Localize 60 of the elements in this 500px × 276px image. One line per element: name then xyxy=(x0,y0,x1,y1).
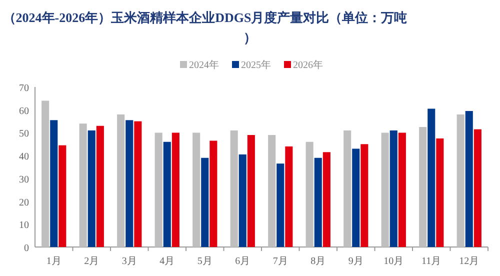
bar xyxy=(163,142,171,247)
bar xyxy=(390,130,398,247)
bar xyxy=(134,121,142,247)
bar xyxy=(314,158,322,247)
y-tick-label: 0 xyxy=(24,243,29,254)
y-tick-label: 70 xyxy=(19,83,29,94)
bar xyxy=(79,124,87,247)
bar xyxy=(238,154,246,247)
x-tick-label: 8月 xyxy=(310,256,326,267)
x-tick-label: 4月 xyxy=(160,256,175,267)
bar xyxy=(96,126,104,247)
bar xyxy=(381,132,389,247)
bar xyxy=(436,138,444,247)
bar xyxy=(306,142,314,247)
bar xyxy=(247,135,255,247)
bar xyxy=(172,132,180,247)
bar xyxy=(360,144,368,247)
bar xyxy=(465,111,473,247)
x-tick-label: 10月 xyxy=(384,256,404,267)
bar xyxy=(344,130,352,247)
y-tick-label: 40 xyxy=(19,152,29,163)
legend-label: 2025年 xyxy=(241,59,271,71)
legend-label: 2026年 xyxy=(293,59,323,71)
bar xyxy=(201,158,209,247)
bar xyxy=(285,146,293,247)
x-tick-label: 5月 xyxy=(197,256,212,267)
bar xyxy=(50,120,58,247)
bar xyxy=(474,129,482,247)
bar xyxy=(428,108,436,247)
bar xyxy=(42,100,50,247)
y-tick-label: 10 xyxy=(19,220,29,232)
bar xyxy=(210,140,218,247)
bar xyxy=(352,148,360,247)
x-tick-label: 6月 xyxy=(235,256,250,267)
bar xyxy=(88,130,96,247)
x-tick-label: 12月 xyxy=(459,256,480,267)
bar xyxy=(268,135,276,247)
bar xyxy=(276,164,284,247)
bar xyxy=(154,132,162,247)
bar xyxy=(126,120,134,247)
y-tick-label: 50 xyxy=(19,128,29,140)
bar xyxy=(322,152,330,247)
legend-label: 2024年 xyxy=(189,59,219,71)
x-tick-label: 1月 xyxy=(46,256,62,267)
x-tick-label: 7月 xyxy=(272,256,288,267)
bar xyxy=(419,127,427,247)
y-tick-label: 60 xyxy=(19,106,29,117)
bar xyxy=(456,114,464,247)
bar xyxy=(192,132,200,247)
x-tick-label: 11月 xyxy=(422,256,442,267)
y-tick-label: 30 xyxy=(19,174,29,186)
chart-title: （2024年-2026年）玉米酒精样本企业DDGS月度产量对比（单位：万吨） xyxy=(2,10,408,45)
x-tick-label: 3月 xyxy=(122,256,137,267)
bar xyxy=(58,145,66,247)
x-tick-label: 9月 xyxy=(348,256,364,267)
bar xyxy=(117,114,125,247)
bar xyxy=(398,132,406,247)
bar xyxy=(230,130,238,247)
y-tick-label: 20 xyxy=(19,197,29,208)
x-tick-label: 2月 xyxy=(84,256,100,267)
